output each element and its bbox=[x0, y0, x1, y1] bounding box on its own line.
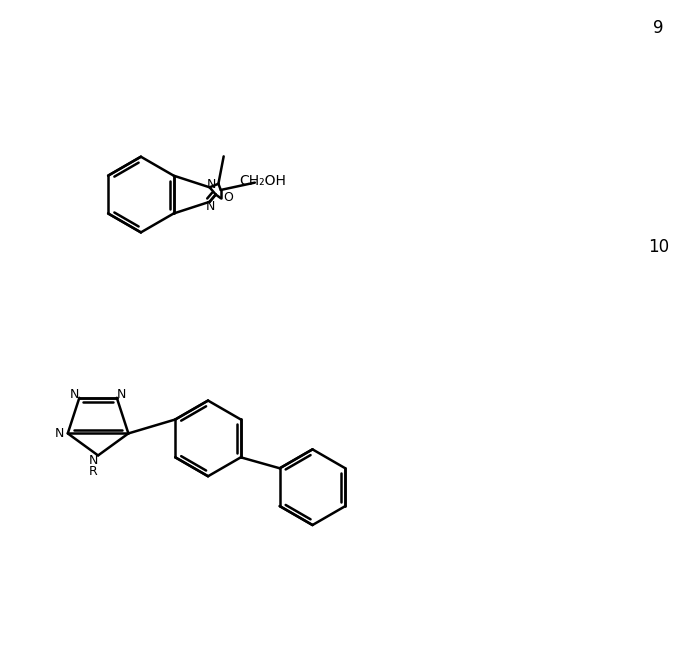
Text: 9: 9 bbox=[653, 20, 664, 37]
Text: N: N bbox=[89, 454, 98, 467]
Text: N: N bbox=[70, 389, 79, 402]
Text: N: N bbox=[55, 427, 64, 440]
Text: N: N bbox=[207, 178, 216, 191]
Text: CH₂OH: CH₂OH bbox=[239, 174, 286, 188]
Text: R: R bbox=[89, 465, 98, 478]
Text: N: N bbox=[206, 200, 215, 213]
Text: 10: 10 bbox=[648, 239, 669, 256]
Text: O: O bbox=[223, 190, 232, 203]
Text: N: N bbox=[117, 389, 126, 402]
